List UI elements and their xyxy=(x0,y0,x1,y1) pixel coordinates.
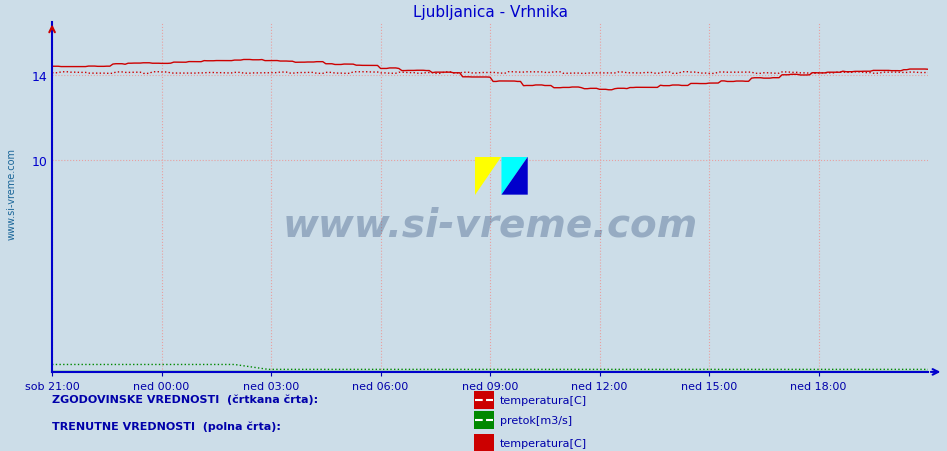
Text: TRENUTNE VREDNOSTI  (polna črta):: TRENUTNE VREDNOSTI (polna črta): xyxy=(52,421,281,432)
Text: ZGODOVINSKE VREDNOSTI  (črtkana črta):: ZGODOVINSKE VREDNOSTI (črtkana črta): xyxy=(52,394,318,405)
Text: www.si-vreme.com: www.si-vreme.com xyxy=(7,148,16,240)
Text: temperatura[C]: temperatura[C] xyxy=(500,395,587,405)
Text: pretok[m3/s]: pretok[m3/s] xyxy=(500,415,572,425)
Title: Ljubljanica - Vrhnika: Ljubljanica - Vrhnika xyxy=(413,5,567,20)
Text: www.si-vreme.com: www.si-vreme.com xyxy=(282,206,698,244)
Text: temperatura[C]: temperatura[C] xyxy=(500,438,587,448)
